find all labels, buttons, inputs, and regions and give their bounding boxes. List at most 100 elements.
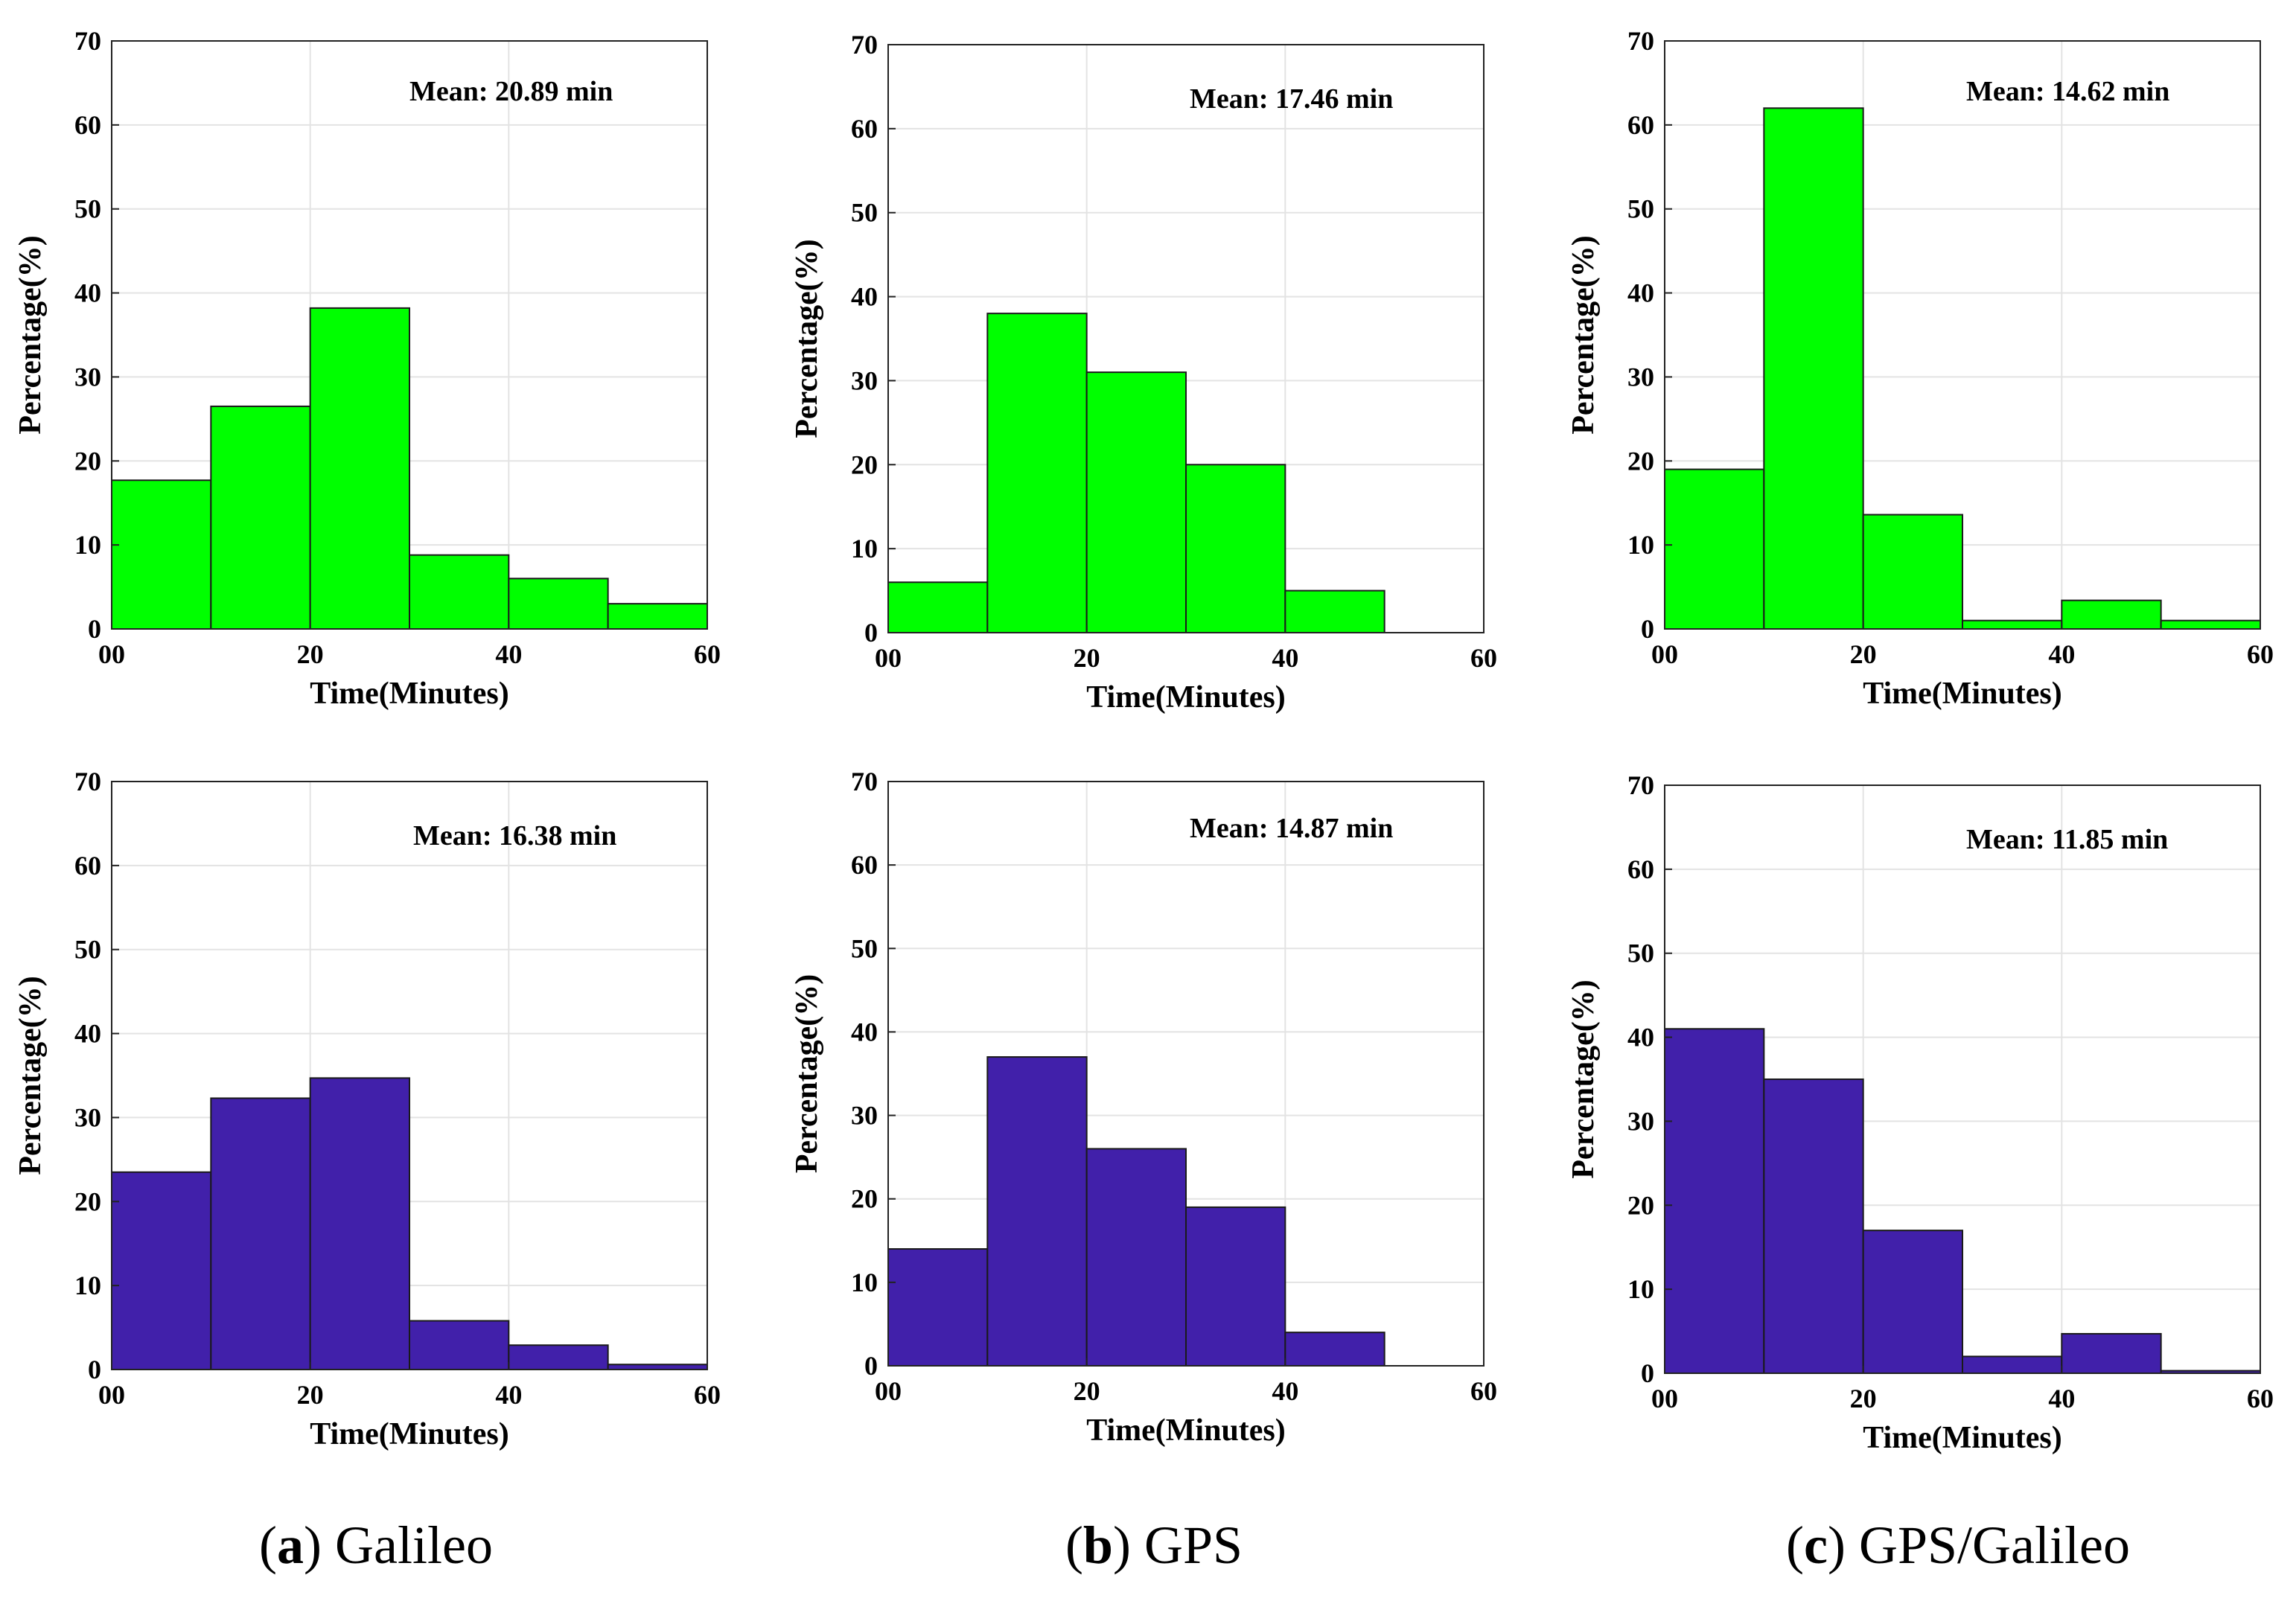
- y-tick-label: 10: [74, 530, 101, 560]
- bar-bin-0-10: [1664, 468, 1765, 630]
- mean-annotation: Mean: 14.87 min: [1190, 813, 1393, 844]
- bar-bin-50-60: [607, 1364, 709, 1370]
- y-axis-label: Percentage(%): [1566, 980, 1601, 1178]
- x-axis-label: Time(Minutes): [1086, 680, 1286, 715]
- bar-bin-0-10: [887, 581, 989, 633]
- y-tick-label: 30: [1627, 1106, 1654, 1136]
- x-tick-label: 00: [98, 639, 125, 669]
- x-tick-label: 00: [1651, 639, 1678, 669]
- bar-bin-50-60: [607, 603, 709, 630]
- x-tick-label: 60: [1470, 643, 1497, 673]
- y-tick-label: 20: [851, 1184, 878, 1214]
- y-tick-label: 40: [851, 282, 878, 312]
- bar-bin-30-40: [409, 1320, 510, 1370]
- plot-frame: [887, 781, 1485, 1367]
- y-tick-label: 0: [88, 1355, 101, 1384]
- x-axis-label: Time(Minutes): [310, 1417, 509, 1451]
- bar-bin-40-50: [2061, 1332, 2162, 1375]
- y-axis-label: Percentage(%): [790, 239, 824, 438]
- y-tick-label: 30: [851, 1101, 878, 1131]
- x-tick-label: 00: [875, 1376, 902, 1406]
- x-tick-label: 20: [1074, 1376, 1100, 1406]
- x-tick-label: 20: [297, 1380, 324, 1410]
- plot-frame: [1664, 784, 2261, 1374]
- x-axis-label: Time(Minutes): [1863, 1421, 2062, 1455]
- bar-bin-0-10: [111, 1171, 212, 1371]
- y-tick-label: 40: [74, 1019, 101, 1049]
- chart-gps-bottom: 0 10 20 30 40 50 60 70 00 20 40 60 Time(Minutes) Perc…: [790, 767, 1497, 1448]
- y-tick-label: 30: [1627, 362, 1654, 392]
- bar-bin-30-40: [1185, 464, 1286, 633]
- y-tick-label: 60: [1627, 110, 1654, 140]
- bar-bin-10-20: [986, 313, 1088, 633]
- x-tick-label: 60: [1470, 1376, 1497, 1406]
- x-axis-label: Time(Minutes): [1086, 1413, 1286, 1448]
- y-axis-label: Percentage(%): [13, 235, 48, 434]
- y-axis-label: Percentage(%): [790, 974, 824, 1173]
- x-tick-label: 40: [495, 639, 522, 669]
- plot-frame: [1664, 40, 2261, 630]
- bar-bin-40-50: [1284, 1332, 1385, 1367]
- y-tick-label: 20: [74, 1186, 101, 1216]
- x-tick-label: 40: [1272, 643, 1298, 673]
- y-tick-label: 50: [1627, 194, 1654, 224]
- y-tick-label: 60: [74, 110, 101, 140]
- y-tick-label: 60: [851, 114, 878, 144]
- y-tick-label: 20: [851, 450, 878, 479]
- y-axis-label: Percentage(%): [1566, 235, 1601, 434]
- bar-bin-20-30: [1085, 1148, 1187, 1367]
- y-tick-label: 60: [1627, 854, 1654, 884]
- y-tick-label: 60: [851, 850, 878, 880]
- y-tick-label: 50: [74, 935, 101, 965]
- mean-annotation: Mean: 11.85 min: [1966, 824, 2168, 855]
- caption-b: (b) GPS: [1065, 1515, 1243, 1575]
- bar-bin-10-20: [1763, 107, 1864, 630]
- y-tick-label: 40: [851, 1017, 878, 1046]
- y-tick-label: 50: [851, 198, 878, 228]
- bar-bin-0-10: [1664, 1028, 1765, 1375]
- plot-frame: [887, 44, 1485, 633]
- y-tick-label: 30: [74, 1102, 101, 1132]
- x-tick-label: 40: [1272, 1376, 1298, 1406]
- y-tick-label: 70: [851, 767, 878, 796]
- mean-annotation: Mean: 16.38 min: [413, 820, 616, 851]
- mean-annotation: Mean: 17.46 min: [1190, 83, 1393, 115]
- y-tick-label: 60: [74, 851, 101, 881]
- caption-c: (c) GPS/Galileo: [1786, 1515, 2130, 1575]
- bar-bin-30-40: [1185, 1206, 1286, 1367]
- plot-frame: [111, 40, 708, 630]
- bar-bin-10-20: [210, 405, 311, 630]
- bar-bin-20-30: [309, 1077, 410, 1371]
- mean-annotation: Mean: 20.89 min: [409, 76, 613, 107]
- y-tick-label: 30: [74, 362, 101, 392]
- bar-bin-10-20: [210, 1097, 311, 1370]
- x-tick-label: 00: [875, 643, 902, 673]
- caption-a: (a) Galileo: [259, 1515, 493, 1575]
- y-tick-label: 50: [851, 933, 878, 963]
- chart-gps-top: 0 10 20 30 40 50 60 70 00 20 40 60 Time(Minutes) Perc…: [790, 30, 1497, 715]
- y-tick-label: 10: [74, 1271, 101, 1300]
- x-tick-label: 20: [1850, 639, 1877, 669]
- y-tick-label: 10: [1627, 530, 1654, 560]
- y-tick-label: 70: [1627, 770, 1654, 800]
- bar-bin-40-50: [1284, 589, 1385, 633]
- y-tick-label: 0: [1641, 1358, 1654, 1388]
- x-axis-label: Time(Minutes): [310, 677, 509, 711]
- y-tick-label: 70: [851, 30, 878, 60]
- y-tick-label: 20: [1627, 1190, 1654, 1220]
- mean-annotation: Mean: 14.62 min: [1966, 76, 2169, 107]
- y-tick-label: 70: [1627, 26, 1654, 56]
- bar-bin-20-30: [1862, 514, 1964, 630]
- bar-bin-20-30: [309, 307, 410, 630]
- chart-galileo-top: 0 10 20 30 40 50 60 70 00 20 40 60 Time(Minutes) Perc…: [13, 26, 721, 711]
- chart-gps-galileo-top: 0 10 20 30 40 50 60 70 00 20 40 60 Time(Minutes) Perc…: [1566, 26, 2274, 711]
- y-tick-label: 40: [1627, 278, 1654, 308]
- x-tick-label: 00: [98, 1380, 125, 1410]
- y-tick-label: 0: [864, 618, 878, 648]
- y-tick-label: 70: [74, 767, 101, 796]
- bar-bin-0-10: [111, 479, 212, 630]
- y-tick-label: 40: [1627, 1023, 1654, 1052]
- x-tick-label: 00: [1651, 1384, 1678, 1413]
